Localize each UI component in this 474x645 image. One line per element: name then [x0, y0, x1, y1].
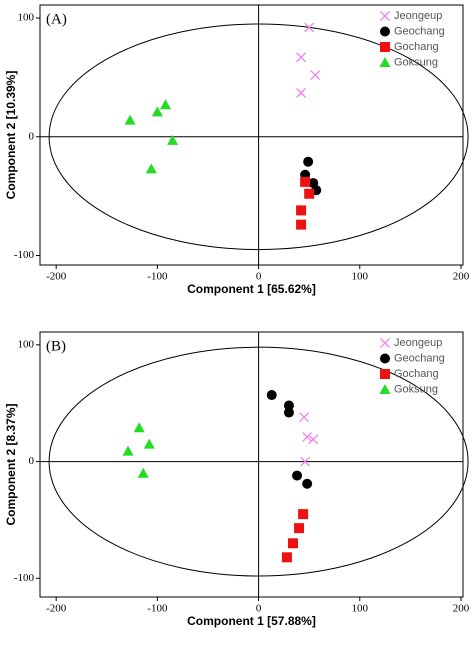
x-tick-label: -100 — [147, 603, 168, 615]
x-tick-label: -100 — [147, 271, 168, 283]
legend-label: Geochang — [394, 352, 445, 364]
x-axis-title: Component 1 [57.88%] — [187, 614, 316, 628]
point — [303, 156, 314, 167]
legend-marker — [380, 369, 390, 379]
point — [122, 445, 134, 456]
point — [296, 52, 307, 63]
legend-label: Jeongeup — [394, 337, 442, 349]
legend-label: Gochang — [394, 41, 439, 53]
point — [304, 22, 315, 33]
point — [151, 106, 163, 117]
point — [298, 509, 309, 520]
y-axis-title: Component 2 [10.39%] — [4, 71, 18, 200]
legend-marker — [379, 384, 391, 394]
legend-label: Jeongeup — [394, 10, 442, 22]
point — [294, 523, 305, 534]
legend-marker — [380, 42, 390, 52]
point — [281, 552, 292, 563]
legend-marker — [380, 11, 390, 21]
plot-frame — [39, 4, 464, 266]
x-tick-label: 100 — [352, 603, 369, 615]
point — [283, 400, 294, 411]
x-tick-label: 200 — [453, 271, 470, 283]
point — [143, 438, 155, 449]
legend-label: Goksung — [394, 56, 438, 68]
point — [302, 478, 313, 489]
plot-frame — [39, 331, 464, 598]
point — [292, 470, 303, 481]
point — [124, 114, 136, 125]
legend-marker — [379, 57, 391, 67]
y-tick-label: 100 — [18, 338, 35, 350]
point — [296, 219, 307, 230]
y-tick-label: -100 — [14, 572, 35, 584]
point — [287, 538, 298, 549]
point — [310, 70, 321, 81]
x-tick-label: -200 — [46, 603, 67, 615]
panel-label: (A) — [46, 11, 67, 27]
y-tick-label: -100 — [14, 249, 35, 261]
point — [302, 432, 313, 443]
point — [159, 99, 171, 110]
legend-marker — [380, 26, 390, 37]
x-axis-title: Component 1 [65.62%] — [187, 282, 316, 296]
legend-label: Gochang — [394, 368, 439, 380]
y-tick-label: 0 — [29, 130, 35, 142]
point — [167, 134, 179, 145]
point — [145, 163, 157, 174]
legend-marker — [380, 353, 390, 364]
point — [283, 407, 294, 418]
point — [299, 412, 310, 423]
legend-label: Geochang — [394, 25, 445, 37]
point — [296, 205, 307, 216]
x-tick-label: 0 — [256, 603, 262, 615]
point — [296, 87, 307, 98]
y-axis-title: Component 2 [8.37%] — [4, 403, 18, 525]
y-tick-label: 100 — [18, 12, 35, 24]
legend-label: Goksung — [394, 383, 438, 395]
panel-label: (B) — [46, 338, 66, 354]
point — [300, 456, 311, 467]
x-tick-label: 0 — [256, 271, 262, 283]
point — [137, 467, 149, 478]
x-tick-label: 100 — [352, 271, 369, 283]
point — [308, 434, 319, 445]
x-tick-label: -200 — [46, 271, 67, 283]
y-tick-label: 0 — [29, 455, 35, 467]
legend-marker — [380, 338, 390, 348]
point — [266, 390, 277, 401]
point — [304, 188, 315, 199]
point — [300, 176, 311, 187]
point — [133, 422, 145, 433]
x-tick-label: 200 — [453, 603, 470, 615]
